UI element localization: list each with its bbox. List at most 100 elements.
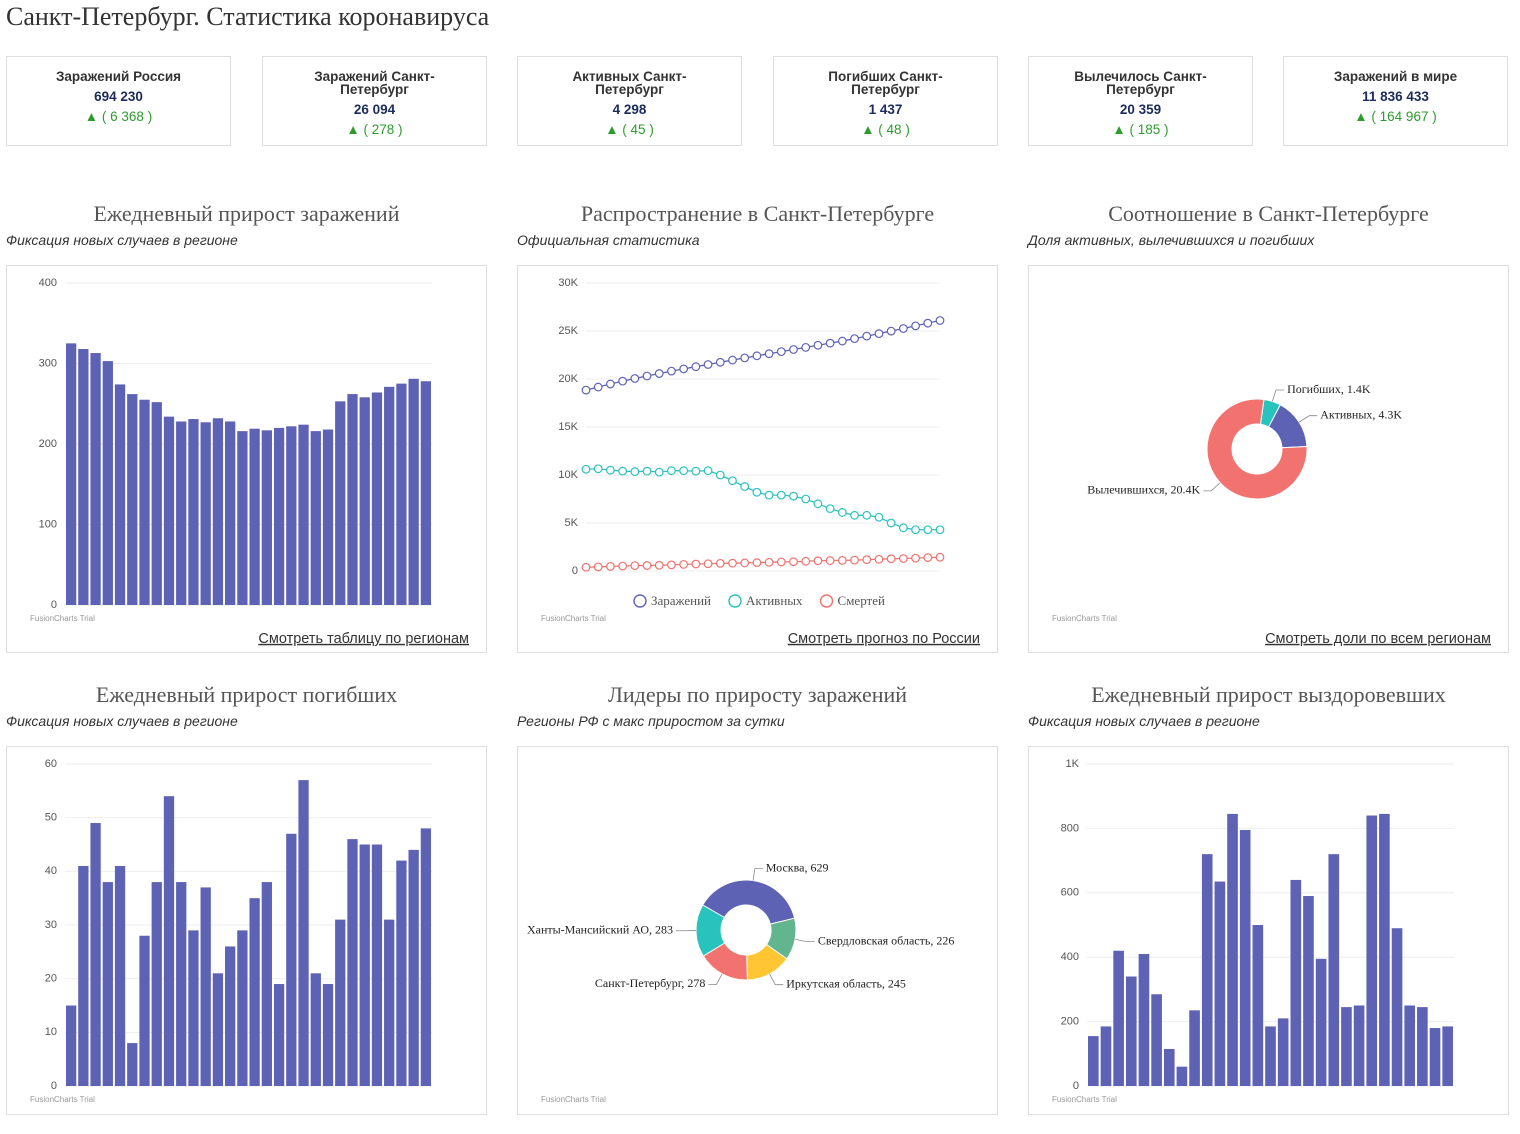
link[interactable]: Смотреть доли по всем регионам [1265,631,1491,647]
bar [1303,896,1314,1086]
y-tick-label: 200 [39,438,57,450]
bar [139,935,150,1086]
point [898,324,908,333]
point [667,466,676,476]
y-tick-label: 1K [1066,758,1080,770]
leader-line [708,973,723,985]
point [606,561,615,571]
point [862,331,872,341]
card-value: 4 298 [612,102,647,117]
bar [1138,953,1150,1086]
point [789,491,798,501]
stat-card: Заражений Россия 694 230 ▲ ( 6 368 ) [6,56,231,146]
y-tick-label: 200 [1061,1016,1079,1028]
card-delta: ▲ ( 164 967 ) [1354,109,1437,124]
point [728,558,737,568]
bar [420,381,432,605]
point [813,499,823,509]
point [679,364,689,374]
pie-slice [1206,398,1308,500]
chart-panel: Москва, 629 Свердловская область, 226 Ирку… [517,746,998,1115]
card-value: 26 094 [353,102,396,117]
bar [1417,1007,1428,1086]
stat-card: Заражений в мире 11 836 433 ▲ ( 164 967 ) [1283,56,1508,146]
point [886,326,896,336]
card-value: 11 836 433 [1362,89,1429,104]
point [581,464,591,474]
leader-line [769,973,784,986]
chart-title: Соотношение в Санкт-Петербурге [1108,201,1429,226]
point [728,476,737,486]
point [850,510,859,520]
bar [322,984,334,1086]
bar [359,397,370,605]
leader-line [1298,415,1318,423]
bar [212,973,224,1086]
bar [102,882,113,1086]
card-delta: ▲ ( 45 ) [605,122,654,137]
point [850,334,859,344]
point [837,555,847,565]
point [837,336,847,346]
bar [335,919,346,1086]
chart-title: Распространение в Санкт-Петербурге [580,201,935,226]
bar [1265,1026,1276,1086]
point [715,558,725,568]
bar [335,401,346,605]
bar [127,394,138,605]
stat-card: Вылечилось Санкт-Петербург 20 359 ▲ ( 185 … [1028,56,1253,146]
bar [420,828,432,1086]
point [630,467,640,477]
point [740,353,750,363]
bar [1214,881,1226,1086]
chart-panel: 0 5K 10K 15K 20K 25K 30K Заражений Активных Смерт… [517,265,998,653]
bar [225,421,236,605]
point [764,557,774,567]
chart-panel: 0 200 400 600 800 1K FusionCharts Trial [1028,746,1509,1115]
point [642,561,652,570]
bar [212,418,224,605]
point [691,466,701,476]
point [862,555,872,565]
bar [78,865,89,1086]
card-title: Заражений в мире [1333,69,1458,84]
y-tick-label: 20 [45,973,57,985]
point [581,562,591,572]
y-tick-label: 40 [45,865,57,877]
pie-label: Ханты-Мансийский АО, 283 [527,922,673,936]
y-tick-label: 30 [45,919,57,931]
link[interactable]: Смотреть прогноз по России [788,631,980,647]
leader-line [752,868,763,881]
point [740,482,750,491]
point [789,345,798,354]
bar [151,402,162,605]
bar [90,823,101,1086]
link[interactable]: Смотреть таблицу по регионам [258,631,469,647]
legend-marker [819,594,834,608]
point [825,338,835,348]
point [618,376,628,386]
pie-label: Погибших, 1.4K [1287,382,1371,396]
pie-label: Свердловская область, 226 [818,933,954,947]
point [874,512,884,522]
point [776,490,786,500]
y-tick-label: 60 [45,758,57,770]
legend-label: Смертей [838,593,885,608]
point [935,552,945,562]
bar [225,946,236,1086]
point [911,553,920,563]
point [874,329,884,339]
bar [371,392,383,605]
point [703,466,713,476]
bar [237,930,248,1086]
chart-subtitle: Регионы РФ с макс приростом за сутки [517,713,785,729]
point [654,369,664,378]
bar [65,1005,77,1086]
point [923,525,933,535]
bar [176,882,187,1086]
pie-label: Москва, 629 [766,860,829,874]
y-tick-label: 600 [1061,887,1079,899]
point [886,554,896,564]
legend-label: Активных [746,593,803,608]
bar [1277,1018,1289,1086]
